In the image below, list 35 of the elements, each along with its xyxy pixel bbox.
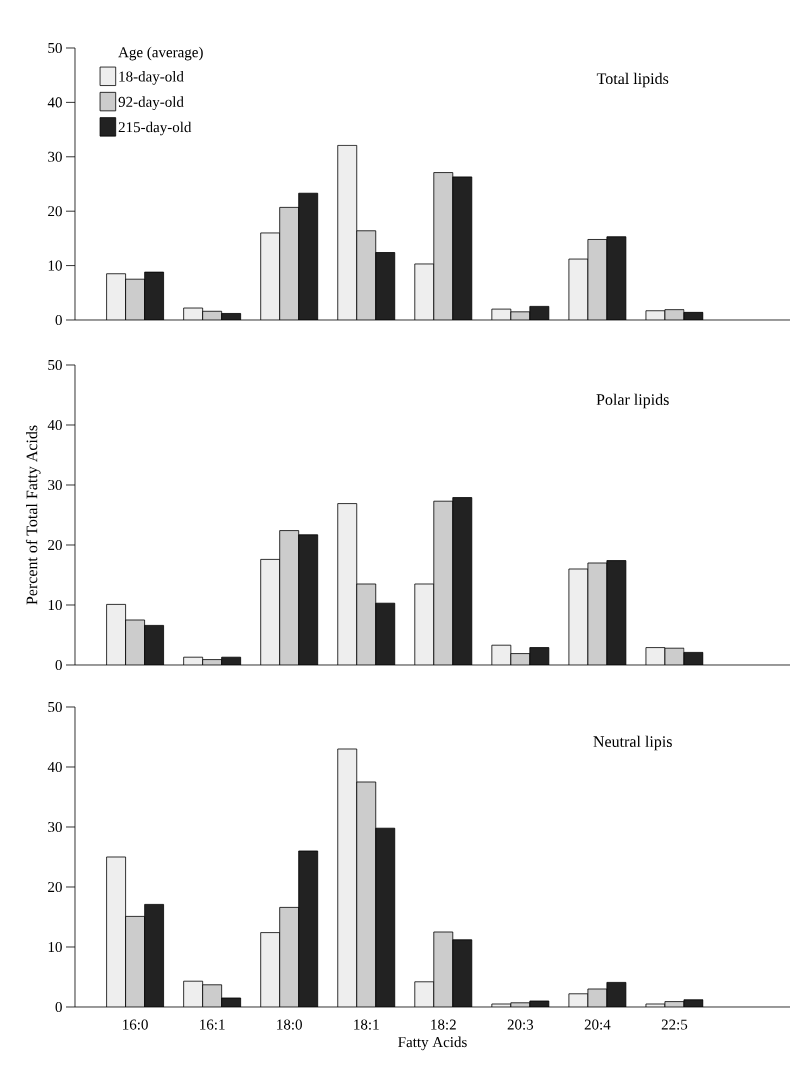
- y-tick-label: 30: [48, 821, 62, 833]
- legend-label: 215-day-old: [118, 121, 192, 136]
- y-tick-label: 50: [48, 359, 62, 371]
- y-tick-label: 0: [55, 1001, 62, 1013]
- legend-label: 18-day-old: [119, 71, 184, 85]
- x-tick-label: 18:2: [431, 1019, 456, 1030]
- x-tick-label: 22:5: [661, 1019, 688, 1030]
- y-tick-label: 20: [48, 881, 62, 893]
- x-tick-label: 18:0: [277, 1019, 302, 1030]
- x-tick-label: 16:0: [123, 1019, 148, 1030]
- legend-title: Age (average): [118, 46, 203, 61]
- y-tick-label: 50: [48, 42, 62, 54]
- x-axis-title: Fatty Acids: [398, 1036, 467, 1051]
- y-tick-label: 10: [48, 260, 62, 271]
- y-tick-label: 40: [47, 761, 62, 773]
- x-tick-label: 20:4: [584, 1019, 611, 1030]
- y-tick-label: 20: [48, 206, 62, 217]
- legend-label: 92-day-old: [118, 96, 184, 110]
- x-tick-label: 16:1: [200, 1019, 225, 1030]
- y-tick-label: 10: [48, 941, 62, 953]
- y-tick-label: 30: [48, 151, 62, 162]
- text: Neutral lipis: [593, 735, 672, 751]
- y-tick-label: 20: [48, 539, 62, 551]
- y-tick-label: 40: [47, 419, 62, 431]
- y-tick-label: 40: [47, 97, 62, 108]
- y-tick-label: 0: [55, 314, 62, 326]
- y-tick-label: 30: [48, 479, 62, 491]
- y-tick-label: 50: [48, 701, 62, 713]
- text: Total lipids: [596, 72, 669, 88]
- x-tick-label: 20:3: [507, 1019, 534, 1030]
- y-tick-label: 10: [48, 599, 62, 611]
- y-tick-label: 0: [55, 659, 62, 671]
- x-tick-label: 18:1: [354, 1019, 379, 1030]
- text: Polar lipids: [596, 393, 669, 409]
- y-axis-title: Percent of Total Fatty Acids: [25, 425, 41, 605]
